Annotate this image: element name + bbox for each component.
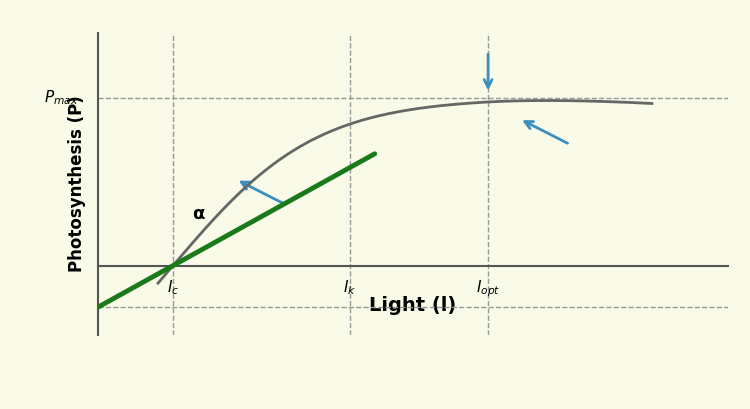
Text: $P_{max}$: $P_{max}$ [44, 89, 79, 107]
Text: $I_{opt}$: $I_{opt}$ [476, 279, 500, 299]
Text: $I_k$: $I_k$ [343, 279, 356, 297]
Text: α: α [192, 205, 205, 223]
Text: $I_c$: $I_c$ [167, 279, 179, 297]
Y-axis label: Photosynthesis (P): Photosynthesis (P) [68, 96, 86, 272]
X-axis label: Light (l): Light (l) [369, 296, 456, 315]
